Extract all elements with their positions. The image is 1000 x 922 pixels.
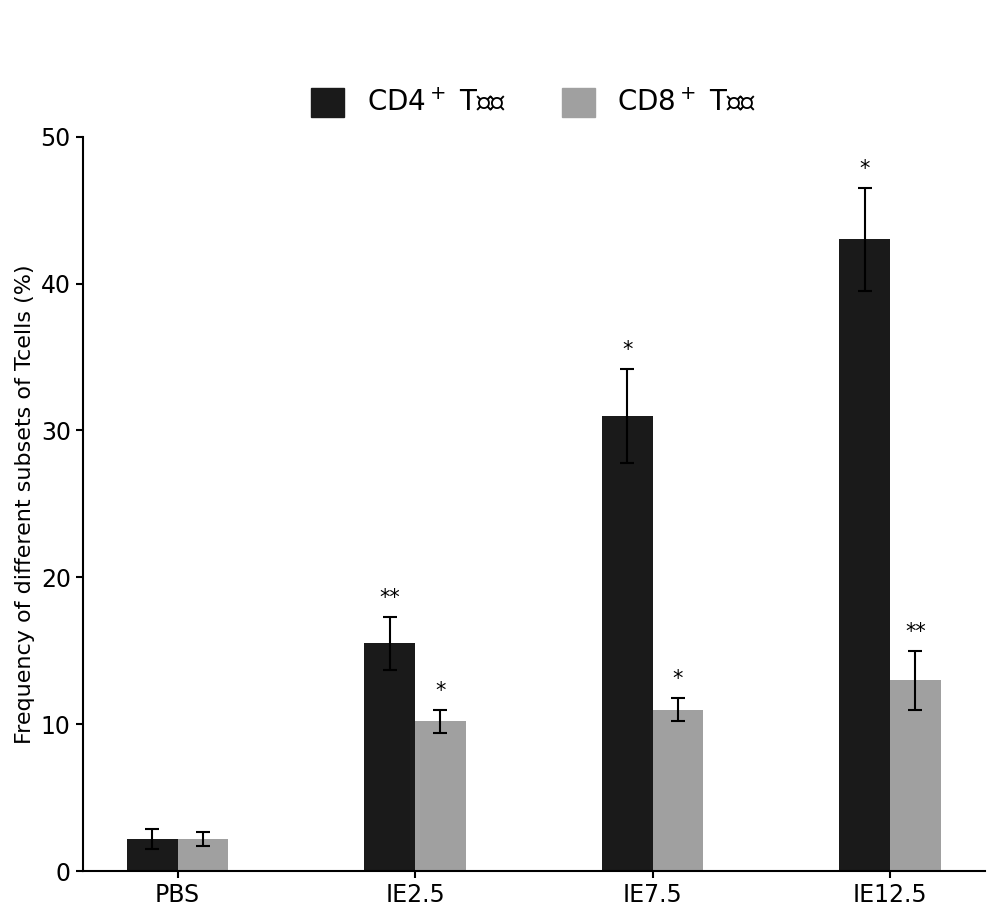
- Bar: [364, 644, 415, 871]
- Bar: [653, 710, 703, 871]
- Bar: [890, 680, 941, 871]
- Bar: [415, 721, 466, 871]
- Bar: [127, 839, 178, 871]
- Text: *: *: [622, 340, 632, 360]
- Text: **: **: [905, 622, 926, 642]
- Y-axis label: Frequency of different subsets of Tcells (%): Frequency of different subsets of Tcells…: [15, 264, 35, 744]
- Text: *: *: [673, 669, 683, 689]
- Text: **: **: [379, 588, 400, 609]
- Bar: [602, 416, 653, 871]
- Text: *: *: [435, 680, 446, 701]
- Bar: [839, 240, 890, 871]
- Bar: [178, 839, 228, 871]
- Legend: CD4$^+$ T细胞, CD8$^+$ T细胞: CD4$^+$ T细胞, CD8$^+$ T细胞: [300, 77, 768, 129]
- Text: *: *: [859, 160, 870, 179]
